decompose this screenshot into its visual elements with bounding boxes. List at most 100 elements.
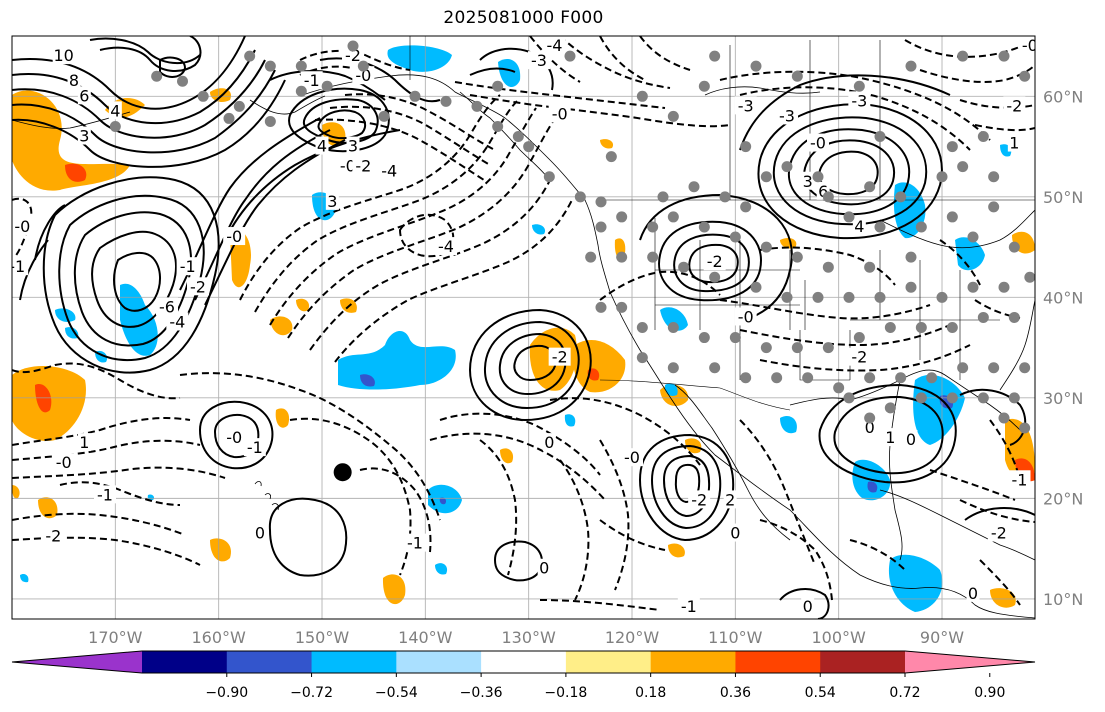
station-marker: [802, 372, 814, 384]
contour-label: -0: [734, 307, 757, 326]
svg-text:-3: -3: [779, 106, 795, 125]
lon-tick-label: 120°W: [605, 628, 660, 647]
contour-label: -2: [848, 347, 871, 367]
svg-text:-1: -1: [304, 71, 320, 90]
station-marker: [957, 161, 969, 173]
station-marker: [585, 251, 597, 263]
contour-label: -2: [548, 347, 571, 367]
station-marker: [843, 211, 855, 223]
contour-label: -3: [528, 51, 550, 70]
svg-text:-1: -1: [247, 438, 263, 457]
station-marker: [264, 60, 276, 72]
contour-label: 0: [904, 430, 918, 449]
station-marker: [771, 372, 783, 384]
station-marker: [946, 322, 958, 333]
svg-text:-2: -2: [552, 348, 568, 367]
station-marker: [864, 412, 876, 424]
contour-label: -0: [223, 227, 246, 246]
station-marker: [378, 110, 390, 122]
svg-text:-4: -4: [438, 237, 454, 256]
station-marker: [874, 221, 886, 233]
contour-label: -0: [548, 104, 571, 123]
station-marker: [843, 392, 855, 404]
svg-text:-1: -1: [407, 534, 423, 553]
contour-label: 0: [542, 433, 556, 452]
station-marker: [740, 372, 752, 384]
contour-label: 1: [883, 428, 897, 447]
station-marker: [616, 211, 628, 223]
svg-text:-2: -2: [345, 46, 361, 65]
lon-tick-label: 160°W: [191, 628, 246, 647]
svg-text:-0: -0: [810, 134, 826, 153]
station-marker: [791, 342, 803, 354]
colorbar-tick-label: −0.72: [290, 685, 333, 701]
station-marker: [988, 171, 1000, 183]
station-marker: [636, 90, 648, 102]
contour-label: 6: [77, 86, 91, 105]
station-marker: [523, 141, 535, 153]
station-marker: [667, 362, 679, 374]
svg-text:-1: -1: [180, 257, 196, 276]
lon-tick-label: 90°W: [920, 628, 964, 647]
colorbar-tick-label: 0.54: [805, 685, 836, 701]
station-marker: [833, 382, 845, 394]
lon-tick-label: 140°W: [398, 628, 453, 647]
contour-label: -2: [187, 277, 209, 296]
contour-label: -1: [404, 533, 426, 553]
contour-label: 3: [346, 136, 360, 156]
colorbar-tick-label: 0.72: [889, 685, 920, 701]
station-marker: [740, 141, 752, 153]
station-marker: [853, 80, 865, 92]
svg-text:-4: -4: [547, 36, 563, 55]
contour-label: -4: [378, 161, 401, 181]
contour-label: -1: [176, 257, 199, 276]
station-marker: [667, 322, 679, 333]
contour-label: 4: [315, 136, 329, 156]
station-marker: [729, 231, 741, 243]
svg-text:3: 3: [348, 137, 358, 156]
colorbar-segment: [565, 651, 652, 673]
station-marker: [223, 112, 235, 124]
station-marker: [616, 251, 628, 263]
contour-label: -4: [543, 36, 566, 55]
station-marker: [988, 362, 1000, 374]
svg-text:3: 3: [803, 172, 813, 191]
contour-label: -6: [156, 297, 178, 316]
station-marker: [1008, 311, 1020, 323]
station-marker: [864, 372, 876, 384]
contour-label: 4: [108, 101, 122, 120]
station-marker: [678, 261, 690, 273]
colorbar-segment: [481, 651, 567, 673]
lat-tick-label: 50°N: [1043, 188, 1083, 207]
contour-label: 0: [537, 558, 551, 578]
station-marker: [471, 100, 483, 112]
station-marker: [781, 161, 793, 173]
svg-text:8: 8: [69, 71, 79, 90]
svg-text:-1: -1: [1012, 470, 1028, 489]
station-marker: [543, 171, 555, 183]
station-marker: [936, 291, 948, 303]
station-marker: [760, 342, 772, 354]
station-marker: [812, 171, 824, 183]
station-marker: [750, 60, 762, 72]
colorbar-segment: [142, 651, 228, 673]
station-marker: [915, 322, 927, 333]
colorbar-tick-label: −0.54: [375, 685, 418, 701]
station-marker: [946, 141, 958, 153]
station-marker: [760, 171, 772, 183]
lon-tick-label: 110°W: [708, 628, 763, 647]
contour-label: 0: [728, 523, 742, 543]
colorbar-tick-label: −0.90: [205, 685, 248, 701]
station-marker: [946, 392, 958, 404]
station-marker: [1019, 422, 1031, 434]
colorbar-tick-label: −0.36: [460, 685, 503, 701]
station-marker: [295, 60, 307, 72]
lon-tick-label: 130°W: [501, 628, 556, 647]
station-marker: [636, 352, 648, 364]
svg-text:0: 0: [539, 559, 549, 578]
contour-label: 3: [801, 171, 815, 191]
contour-label: -0: [1018, 36, 1035, 55]
station-marker: [667, 211, 679, 223]
station-marker: [647, 221, 659, 233]
contour-label: 3: [77, 126, 91, 146]
